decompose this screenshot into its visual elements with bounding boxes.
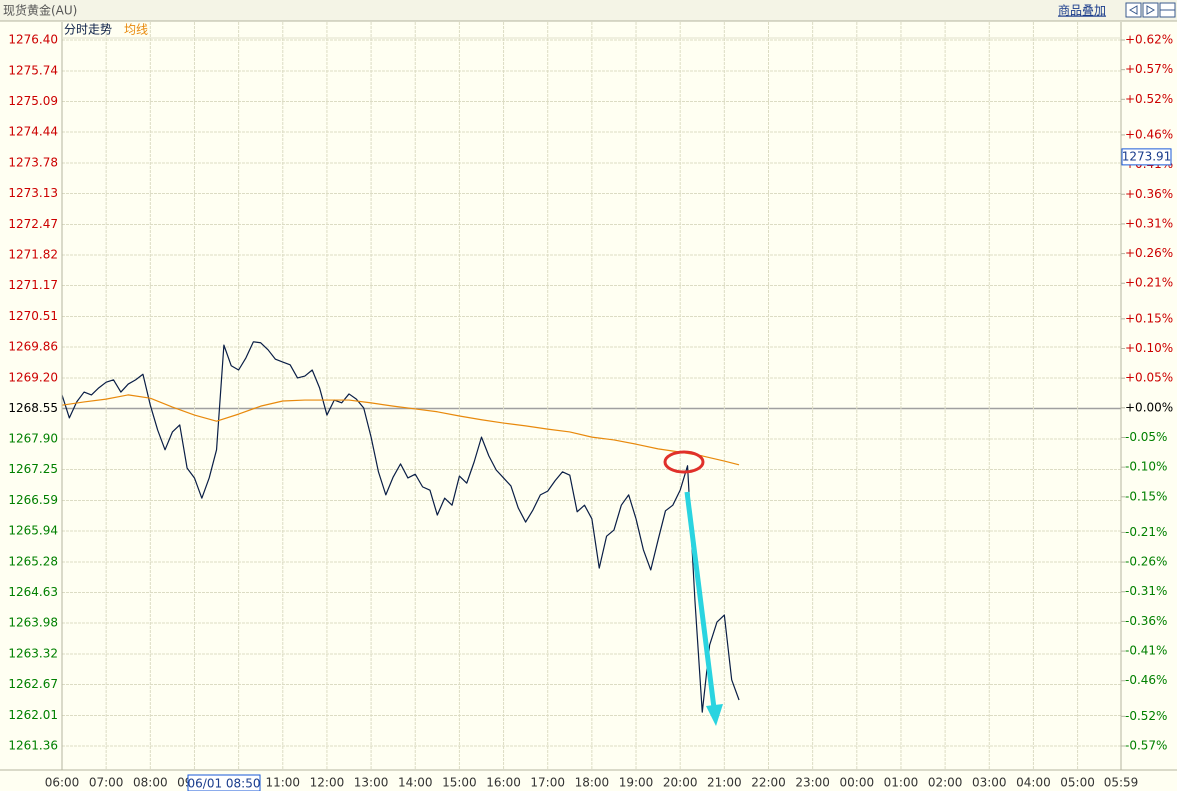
y-tick-label: 1275.74 [8, 63, 58, 77]
y2-tick-label: +0.15% [1125, 311, 1173, 325]
cursor-price-box [1121, 148, 1172, 166]
window-buttons[interactable] [1125, 2, 1176, 18]
plot [61, 341, 740, 713]
y-tick-label: 1274.44 [8, 125, 58, 139]
y2-tick-label: -0.21% [1125, 525, 1167, 539]
overlay-button[interactable]: 商品叠加 [1058, 3, 1106, 18]
y2-tick-label: +0.31% [1125, 216, 1173, 230]
legend-entry: 分时走势 [64, 23, 112, 37]
x-tick-label: 22:00 [751, 776, 786, 790]
y-tick-label: 1273.78 [8, 155, 58, 169]
x-tick-label: 16:00 [486, 776, 521, 790]
y-tick-label: 1271.17 [8, 278, 58, 292]
x-tick-label: 19:00 [619, 776, 654, 790]
x-tick-label: 11:00 [265, 776, 300, 790]
y-tick-label: 1273.13 [8, 186, 58, 200]
x-tick-label: 08:00 [133, 776, 168, 790]
y2-tick-label: +0.05% [1125, 371, 1173, 385]
x-tick-label: 01:00 [884, 776, 919, 790]
next-button[interactable] [1142, 2, 1159, 18]
y-tick-label: 1265.28 [8, 554, 58, 568]
y-tick-label: 1267.25 [8, 462, 58, 476]
x-tick-label: 20:00 [663, 776, 698, 790]
y-tick-label: 1263.98 [8, 616, 58, 630]
axes: 1276.40 1275.74 1275.09 1274.44 1273.78 1273.… [0, 22, 1177, 790]
chart-title: 现货黄金(AU) [3, 3, 77, 18]
y-tick-label: 1261.36 [8, 739, 58, 753]
y-tick-label: 1272.47 [8, 217, 58, 231]
highlight-ellipse [663, 450, 705, 474]
y-tick-label: 1263.32 [8, 646, 58, 660]
x-tick-label: 15:00 [442, 776, 477, 790]
y2-tick-label: +0.10% [1125, 341, 1173, 355]
x-tick-label: 07:00 [89, 776, 124, 790]
y2-tick-label: +0.52% [1125, 92, 1173, 106]
y-tick-label: 1270.51 [8, 309, 58, 323]
x-tick-label: 05:59 [1104, 776, 1139, 790]
x-tick-label: 18:00 [575, 776, 610, 790]
y2-tick-label: -0.05% [1125, 430, 1167, 444]
arrow-head [706, 704, 723, 726]
price-line [61, 341, 740, 713]
prev-icon [1128, 5, 1138, 15]
y-tick-label: 1268.55 [8, 401, 58, 415]
y-tick-label: 1262.67 [8, 677, 58, 691]
x-tick-label: 23:00 [795, 776, 830, 790]
y2-tick-label: +0.36% [1125, 187, 1173, 201]
x-tick-label: 12:00 [310, 776, 345, 790]
y2-tick-label: -0.31% [1125, 584, 1167, 598]
y-tick-label: 1262.01 [8, 708, 58, 722]
y-tick-label: 1275.09 [8, 94, 58, 108]
y-tick-label: 1264.63 [8, 585, 58, 599]
y-tick-label: 1265.94 [8, 524, 58, 538]
legend-entry: 均线 [124, 23, 148, 37]
y2-tick-label: +0.46% [1125, 127, 1173, 141]
y-tick-label: 1269.86 [8, 339, 58, 353]
y2-tick-label: +0.00% [1125, 400, 1173, 414]
prev-button[interactable] [1125, 2, 1142, 18]
grid [61, 22, 1122, 770]
x-tick-label: 05:00 [1060, 776, 1095, 790]
y-tick-label: 1267.90 [8, 432, 58, 446]
trend-arrow [684, 491, 723, 726]
x-tick-label: 14:00 [398, 776, 433, 790]
price-line [61, 394, 740, 466]
y2-tick-label: +0.21% [1125, 276, 1173, 290]
overlay: 1273.91 06/01 08:50 [187, 148, 1172, 791]
y2-tick-label: -0.57% [1125, 739, 1167, 753]
arrow-shaft [684, 491, 717, 709]
x-tick-label: 02:00 [928, 776, 963, 790]
x-tick-label: 21:00 [707, 776, 742, 790]
cursor-time-box [187, 774, 261, 791]
next-icon [1146, 5, 1156, 15]
y2-tick-label: -0.15% [1125, 489, 1167, 503]
x-tick-label: 17:00 [530, 776, 565, 790]
y2-tick-label: -0.10% [1125, 460, 1167, 474]
header-bar [0, 0, 1177, 21]
y2-tick-label: +0.62% [1125, 33, 1173, 47]
x-tick-label: 04:00 [1016, 776, 1051, 790]
y2-tick-label: -0.46% [1125, 673, 1167, 687]
x-tick-label: 06:00 [45, 776, 80, 790]
y-tick-label: 1266.59 [8, 493, 58, 507]
y2-tick-label: -0.36% [1125, 614, 1167, 628]
y-tick-label: 1269.20 [8, 370, 58, 384]
y2-tick-label: +0.26% [1125, 246, 1173, 260]
y2-tick-label: -0.52% [1125, 709, 1167, 723]
x-tick-label: 00:00 [840, 776, 875, 790]
y2-tick-label: +0.57% [1125, 62, 1173, 76]
x-tick-label: 03:00 [972, 776, 1007, 790]
y-tick-label: 1276.40 [8, 33, 58, 47]
y2-tick-label: -0.26% [1125, 555, 1167, 569]
y2-tick-label: -0.41% [1125, 644, 1167, 658]
y-tick-label: 1271.82 [8, 247, 58, 261]
x-tick-label: 13:00 [354, 776, 389, 790]
cursor-price-label: 1273.91 [1122, 149, 1172, 163]
cursor-time-label: 06/01 08:50 [188, 777, 261, 791]
